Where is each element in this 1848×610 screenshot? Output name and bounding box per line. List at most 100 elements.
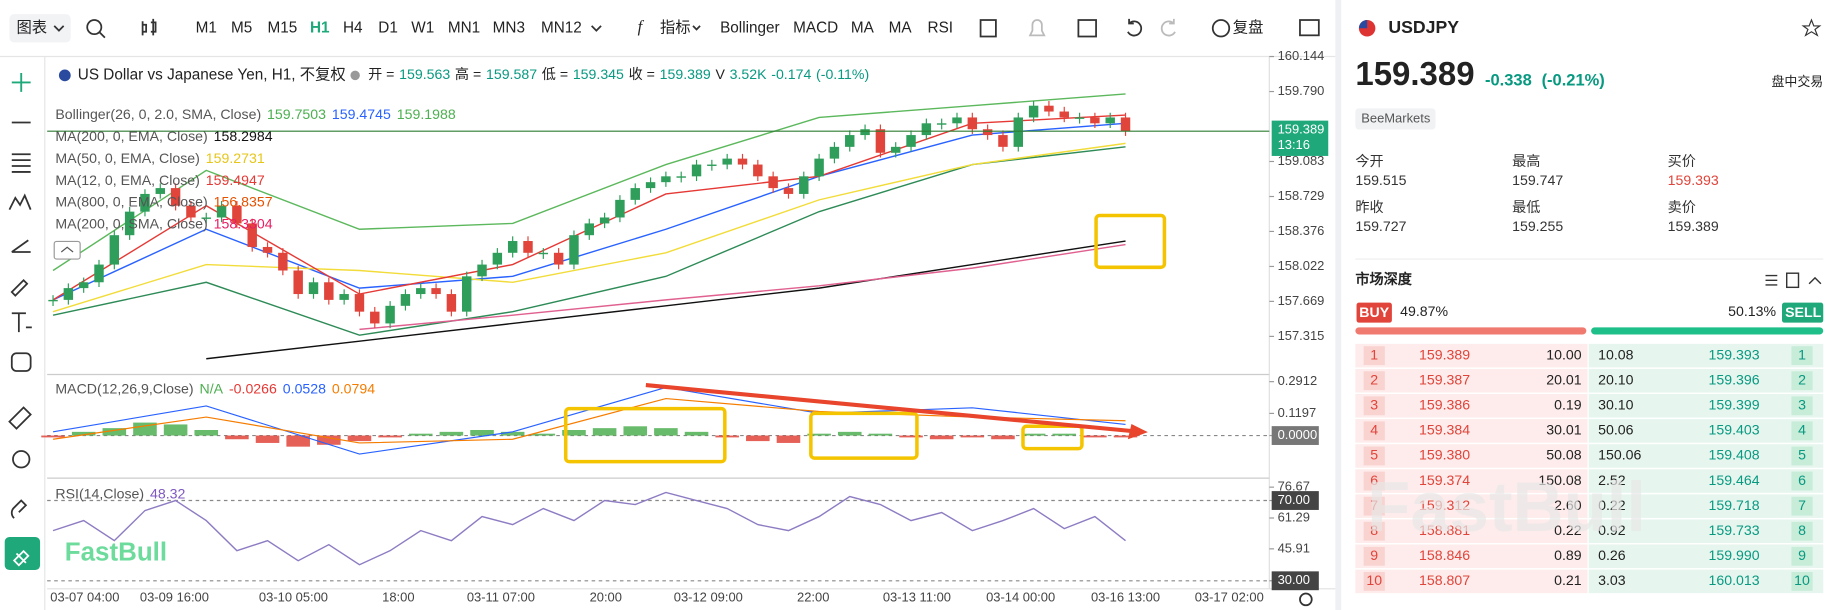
candle: [124, 211, 135, 236]
fib-tool[interactable]: [11, 153, 31, 173]
bid-row: [1355, 544, 1588, 569]
indicators-menu[interactable]: 指标: [660, 19, 691, 36]
y-tick-label: 159.083: [1278, 153, 1325, 168]
candle: [1074, 117, 1085, 119]
ask-index: 9: [1798, 547, 1806, 563]
timeframe[interactable]: W1: [411, 19, 434, 36]
favorite[interactable]: [1801, 18, 1822, 37]
emoji-tool[interactable]: [10, 352, 32, 372]
list-icon[interactable]: [1765, 274, 1778, 286]
ask-index: 6: [1798, 472, 1806, 488]
stat-value: 159.747: [1512, 172, 1563, 188]
legend-label: Bollinger(26, 0, 2.0, SMA, Close): [55, 106, 261, 122]
pane-value: -0.0266: [229, 381, 277, 397]
ask-volume: 30.10: [1598, 397, 1634, 413]
trend-arrow: [645, 383, 1132, 434]
book-icon[interactable]: [1786, 272, 1800, 289]
timeframe[interactable]: M5: [231, 19, 252, 36]
replay[interactable]: 复盘: [1233, 18, 1264, 36]
timeframe[interactable]: M15: [268, 19, 298, 36]
redo-icon[interactable]: [1160, 18, 1176, 37]
candle: [293, 270, 303, 295]
bid-volume: 0.19: [1554, 397, 1582, 413]
settings-icon[interactable]: [1299, 592, 1313, 607]
collapse-icon[interactable]: [1808, 276, 1822, 285]
fullscreen-icon[interactable]: [1299, 19, 1320, 37]
bid-index-badge: [1363, 571, 1385, 591]
x-tick-label: 03-14 00:00: [986, 590, 1055, 605]
timeframe[interactable]: H4: [343, 19, 363, 36]
ohlc-item: 低 =: [542, 66, 568, 82]
legend-value: 158.2984: [214, 128, 273, 144]
indicator-tab[interactable]: MA: [851, 19, 875, 36]
bid-row: [1355, 469, 1588, 493]
timeframe[interactable]: D1: [378, 19, 398, 36]
bid-index-badge: [1363, 471, 1385, 491]
x-tick-label: 03-12 09:00: [674, 590, 743, 605]
histogram-bar: [102, 428, 127, 436]
magnet-tool[interactable]: [10, 499, 28, 519]
bid-row: [1355, 419, 1588, 443]
candle: [845, 135, 855, 147]
order-book: 1 159.389 10.00 10.08 159.393 1 2 159.387 20.01 2…: [1355, 343, 1824, 594]
pattern-tool[interactable]: [8, 193, 32, 211]
crosshair-tool[interactable]: [11, 73, 31, 92]
bid-index-badge: [1363, 396, 1385, 416]
indicator-line: [52, 122, 1126, 301]
candle: [94, 264, 104, 283]
sell-bar: [1591, 327, 1824, 335]
zoom-tool[interactable]: [12, 450, 31, 469]
ohlc-item: 收 =: [629, 66, 655, 82]
candle: [63, 288, 74, 300]
ask-volume: 0.22: [1598, 497, 1626, 513]
timeframe[interactable]: MN3: [493, 19, 525, 36]
histogram-bar: [133, 422, 157, 436]
candle: [278, 252, 288, 271]
timeframe[interactable]: H1: [310, 19, 330, 36]
timeframe[interactable]: MN1: [448, 19, 480, 36]
ask-index: 8: [1798, 522, 1806, 538]
indicator-tab[interactable]: RSI: [928, 19, 954, 36]
pane-value: 0.0794: [332, 381, 375, 397]
legend-value: 159.4745: [332, 106, 391, 122]
timeframe[interactable]: MN12: [541, 19, 582, 36]
ruler-tool[interactable]: [8, 406, 32, 430]
chart-menu[interactable]: 图表: [16, 19, 47, 36]
undo-icon[interactable]: [1127, 18, 1143, 37]
legend-label: MA(12, 0, EMA, Close): [55, 172, 199, 188]
bid-price: 159.389: [1419, 346, 1470, 362]
brush-tool[interactable]: [10, 279, 29, 297]
watermark: FastBull: [1367, 467, 1646, 546]
chart-menu-button[interactable]: [9, 14, 71, 43]
indicator-tab[interactable]: Bollinger: [720, 19, 780, 36]
chevron[interactable]: [591, 25, 602, 32]
trend-tool[interactable]: [11, 239, 31, 253]
replay-icon[interactable]: [1211, 19, 1231, 38]
histogram-bar: [623, 426, 648, 436]
ask-volume: 150.06: [1598, 447, 1641, 463]
x-tick-label: 03-13 11:00: [883, 590, 951, 605]
y-tick-label: 61.29: [1278, 509, 1310, 524]
text-tool[interactable]: [11, 312, 32, 333]
indicator-line: [52, 397, 1126, 444]
search-icon[interactable]: [86, 19, 103, 36]
layout-icon[interactable]: [979, 19, 997, 38]
histogram-bar: [807, 433, 831, 436]
y-tick-label: 70.00: [1278, 492, 1310, 507]
alert-icon[interactable]: [1028, 19, 1046, 37]
candle: [799, 176, 809, 194]
ask-index: 3: [1798, 397, 1806, 413]
collapse-legend[interactable]: [53, 240, 81, 260]
indicator-tab[interactable]: MACD: [793, 19, 838, 36]
ask-price: 159.393: [1709, 346, 1760, 362]
candle-type-icon[interactable]: [141, 18, 157, 36]
histogram-bar: [71, 431, 96, 436]
timeframe[interactable]: M1: [196, 19, 217, 36]
calendar-icon[interactable]: [1077, 19, 1097, 38]
ohlc-item: 159.345: [573, 66, 624, 82]
candle: [538, 252, 549, 255]
x-tick-label: 03-10 05:00: [259, 590, 328, 605]
bid-volume: 0.21: [1554, 572, 1582, 588]
indicator-line: [52, 146, 1126, 336]
indicator-tab[interactable]: MA: [889, 19, 913, 36]
